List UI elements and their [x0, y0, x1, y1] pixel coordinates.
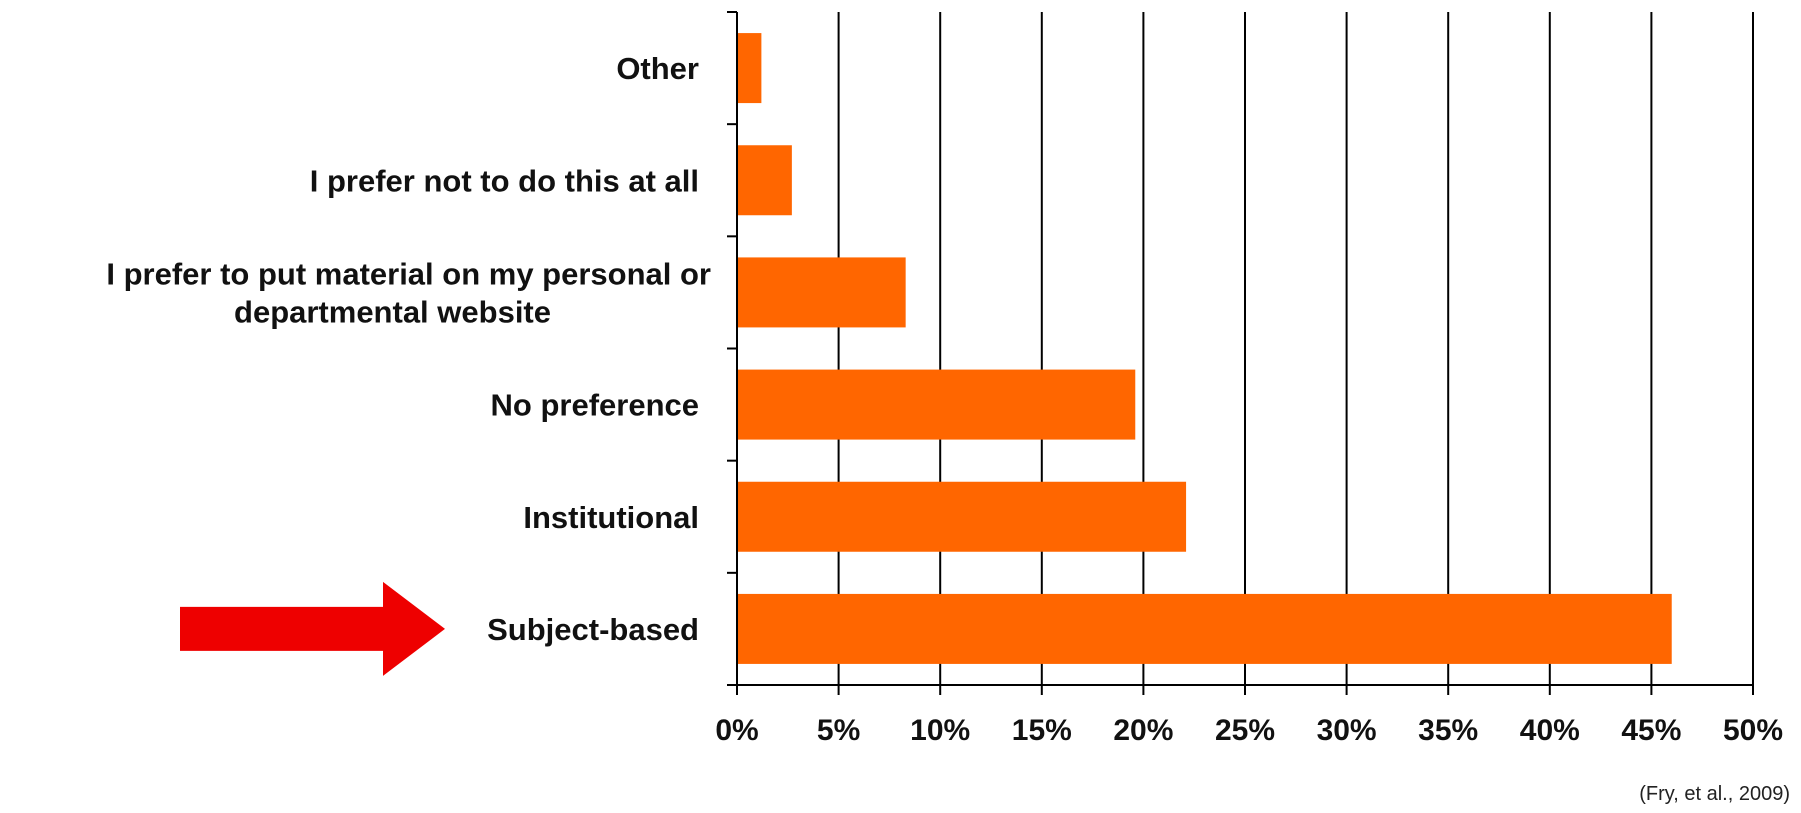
- x-tick-label: 25%: [1215, 714, 1275, 747]
- annotations: (Fry, et al., 2009): [180, 581, 1790, 805]
- bar-other: [737, 33, 762, 104]
- x-tick-label: 15%: [1012, 714, 1072, 747]
- x-tick-label: 10%: [910, 714, 970, 747]
- category-label: Institutional: [523, 500, 699, 535]
- x-tick-label: 30%: [1317, 714, 1377, 747]
- x-tick-label: 40%: [1520, 714, 1580, 747]
- x-tick-label: 50%: [1723, 714, 1783, 747]
- source-annotation: (Fry, et al., 2009): [1639, 783, 1790, 805]
- x-tick-label: 45%: [1621, 714, 1681, 747]
- category-label: No preference: [491, 388, 699, 423]
- category-label: I prefer to put material on my personal …: [106, 256, 711, 291]
- x-tick-label: 5%: [817, 714, 860, 747]
- x-tick-label: 35%: [1418, 714, 1478, 747]
- category-label: departmental website: [234, 294, 551, 329]
- category-label: I prefer not to do this at all: [310, 163, 699, 198]
- bar-i-prefer-not-to-do-this-at-all: [737, 145, 792, 216]
- highlight-arrow-icon: [180, 581, 445, 676]
- bar-subject-based: [737, 593, 1672, 664]
- x-tick-label: 0%: [715, 714, 758, 747]
- bars: [737, 33, 1672, 664]
- category-labels: Other I prefer not to do this at all I pre…: [106, 51, 711, 647]
- category-label: Other: [616, 51, 699, 86]
- bar-i-prefer-to-put-material-on-my-personal-or-departmental-website: [737, 257, 906, 328]
- grid-lines: [837, 12, 1754, 685]
- bar-no-preference: [737, 369, 1136, 440]
- x-tick-label: 20%: [1113, 714, 1173, 747]
- axes: [727, 11, 1754, 695]
- x-tick-labels: 0% 5% 10% 15% 20% 25% 30% 35% 40% 45% 50%: [715, 714, 1783, 747]
- bar-institutional: [737, 481, 1187, 552]
- category-label: Subject-based: [487, 612, 699, 647]
